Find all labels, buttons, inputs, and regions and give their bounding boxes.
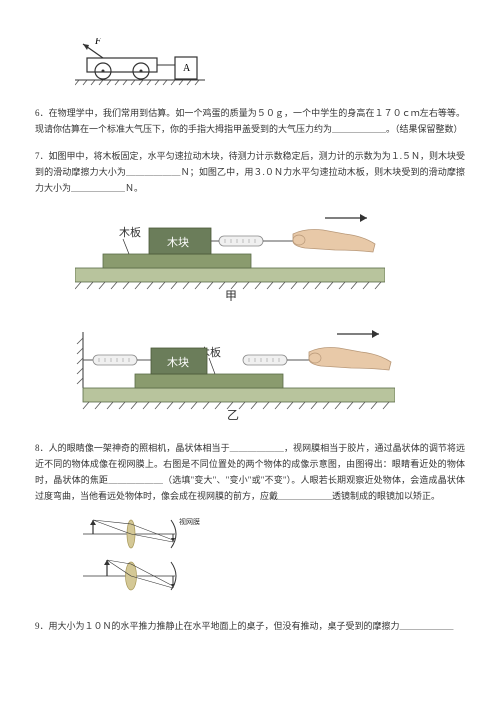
figure-eye: 视网膜 <box>75 514 465 604</box>
figure-jia: 木板 木块 甲 <box>35 206 465 306</box>
mukuai-label-jia: 木块 <box>167 236 189 249</box>
muban-label-jia: 木板 <box>119 225 141 239</box>
question-8: 8．人的眼睛像一架神奇的照相机，晶状体相当于＿＿＿＿＿＿，视网膜相当于胶片，通过… <box>35 440 465 505</box>
figure-pulley: A F <box>75 38 465 91</box>
yi-label: 乙 <box>227 408 239 420</box>
figure-yi: 木板 木块 乙 <box>35 320 465 425</box>
question-7: 7．如图甲中，将木板固定，水平匀速拉动木块，待测力计示数稳定后，测力计的示数为为… <box>35 148 465 197</box>
block-a-label: A <box>183 63 191 74</box>
retina-label: 视网膜 <box>179 517 200 526</box>
question-9: 9．用大小为１０Ｎ的水平推力推静止在水平地面上的桌子，但没有推动，桌子受到的摩擦… <box>35 618 465 634</box>
question-6: 6．在物理学中，我们常用到估算。如一个鸡蛋的质量为５０ｇ，一个中学生的身高在１７… <box>35 105 465 137</box>
jia-label: 甲 <box>225 289 237 301</box>
mukuai-label-yi: 木块 <box>167 356 189 369</box>
force-f-label: F <box>94 38 102 47</box>
